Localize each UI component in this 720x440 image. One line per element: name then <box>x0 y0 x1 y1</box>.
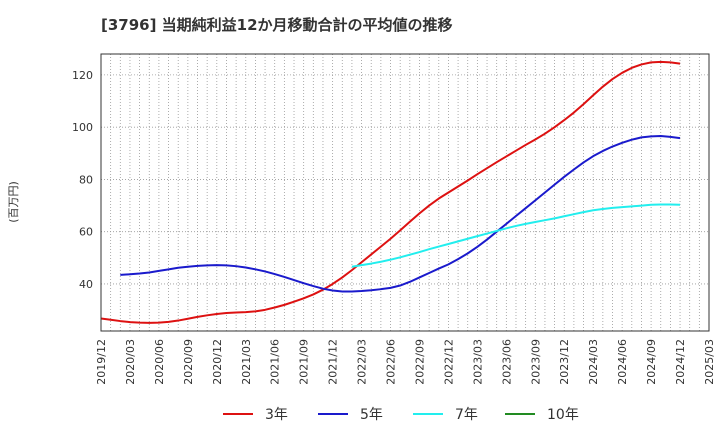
x-tick-label: 2020/06 <box>153 339 166 385</box>
x-tick-label: 2022/12 <box>442 339 455 385</box>
y-tick-label: 100 <box>72 121 93 134</box>
x-tick-label: 2024/06 <box>616 339 629 385</box>
chart-title: [3796] 当期純利益12か月移動合計の平均値の推移 <box>101 16 453 34</box>
series-layer <box>100 60 681 324</box>
x-tick-label: 2023/12 <box>558 339 571 385</box>
legend-label: 10年 <box>547 407 579 423</box>
x-tick-label: 2020/09 <box>182 339 195 385</box>
grid <box>101 54 709 331</box>
legend-label: 3年 <box>265 407 288 423</box>
y-axis-label: (百万円) <box>7 181 20 223</box>
x-tick-label: 2021/03 <box>240 339 253 385</box>
series-line <box>100 60 681 324</box>
legend-label: 7年 <box>455 407 478 423</box>
plot-frame <box>100 53 710 332</box>
x-tick-label: 2022/06 <box>385 339 398 385</box>
x-tick-label: 2021/09 <box>298 339 311 385</box>
y-tick-label: 40 <box>79 278 93 291</box>
x-tick-label: 2024/03 <box>587 339 600 385</box>
x-tick-label: 2024/12 <box>674 339 687 385</box>
y-tick-label: 60 <box>79 226 93 239</box>
x-tick-label: 2020/12 <box>211 339 224 385</box>
x-tick-label: 2022/09 <box>413 339 426 385</box>
x-tick-label: 2023/06 <box>500 339 513 385</box>
x-tick-label: 2019/12 <box>95 339 108 385</box>
x-tick-label: 2020/03 <box>124 339 137 385</box>
x-ticks: 2019/12 2020/03 2020/06 2020/09 2020/12 2021/… <box>95 339 716 385</box>
x-tick-label: 2024/09 <box>645 339 658 385</box>
x-tick-label: 2022/03 <box>356 339 369 385</box>
y-tick-label: 80 <box>79 173 93 186</box>
y-ticks: 40 60 80 100 120 <box>72 69 93 291</box>
x-tick-label: 2023/09 <box>529 339 542 385</box>
x-tick-label: 2025/03 <box>703 339 716 385</box>
legend-label: 5年 <box>360 407 383 423</box>
x-tick-label: 2023/03 <box>471 339 484 385</box>
x-tick-label: 2021/12 <box>327 339 340 385</box>
series-line <box>120 135 681 293</box>
y-tick-label: 120 <box>72 69 93 82</box>
x-tick-label: 2021/06 <box>269 339 282 385</box>
series-line <box>351 203 681 268</box>
legend: 3年 5年 7年 10年 <box>223 407 579 423</box>
